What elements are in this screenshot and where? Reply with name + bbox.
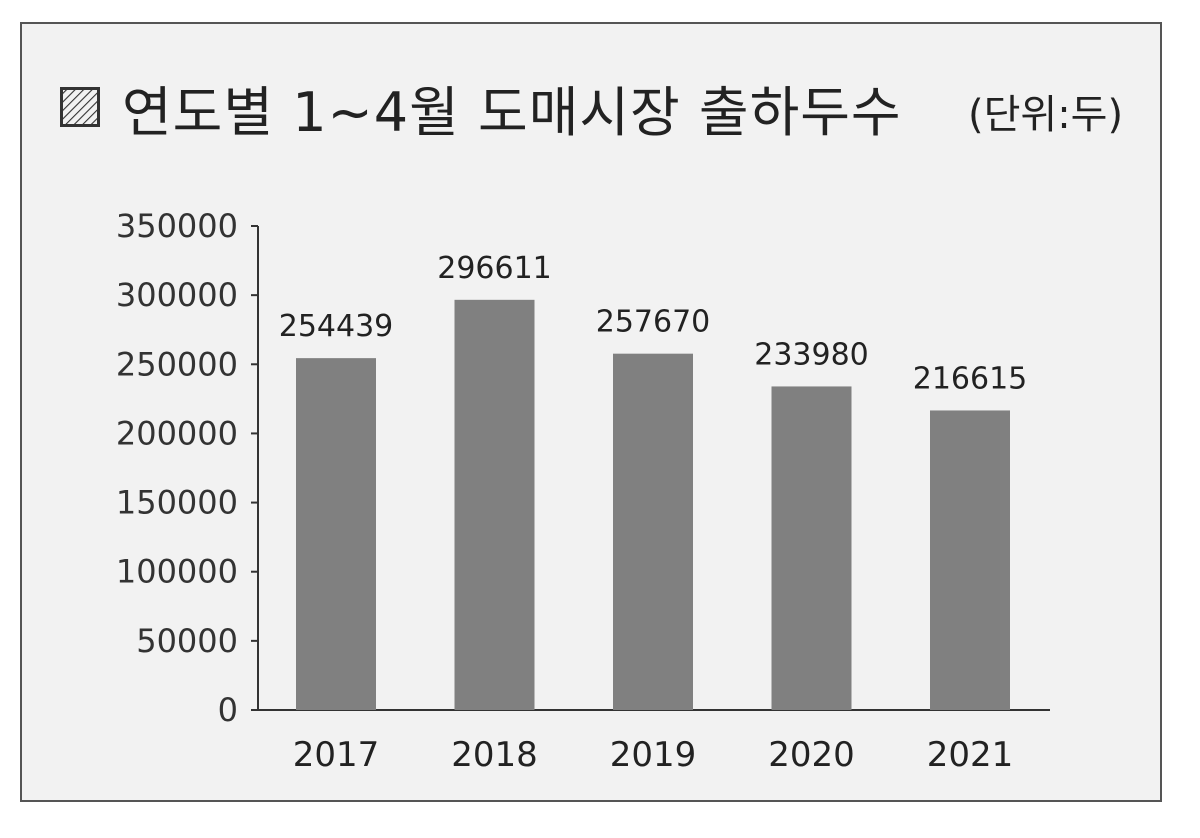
- y-tick-label: 200000: [116, 414, 238, 452]
- title-row: 연도별 1~4월 도매시장 출하두수: [60, 72, 902, 144]
- bar-2019: [613, 353, 693, 710]
- y-tick-label: 0: [218, 691, 238, 729]
- x-tick-label-2020: 2020: [768, 735, 855, 775]
- x-tick-label-2019: 2019: [610, 735, 697, 775]
- y-tick-label: 100000: [116, 553, 238, 591]
- y-tick-label: 150000: [116, 484, 238, 522]
- data-label-2019: 257670: [596, 305, 711, 340]
- data-label-2018: 296611: [437, 251, 552, 286]
- chart-title: 연도별 1~4월 도매시장 출하두수: [122, 80, 902, 144]
- bar-2021: [930, 410, 1010, 710]
- unit-label: (단위:두): [968, 92, 1124, 138]
- y-tick-label: 50000: [136, 622, 238, 660]
- data-label-2020: 233980: [754, 337, 869, 372]
- data-label-2017: 254439: [279, 309, 394, 344]
- x-tick-label-2018: 2018: [451, 735, 538, 775]
- bar-2018: [454, 299, 535, 710]
- bar-2020: [771, 386, 852, 710]
- y-tick-label: 250000: [116, 345, 238, 383]
- x-tick-label-2017: 2017: [293, 735, 380, 775]
- y-tick-label: 300000: [116, 276, 238, 314]
- y-tick-label: 350000: [116, 207, 238, 245]
- data-label-2021: 216615: [913, 361, 1028, 396]
- bar-2017: [296, 358, 376, 710]
- hatched-square-icon: [60, 87, 100, 127]
- x-tick-label-2021: 2021: [927, 735, 1014, 775]
